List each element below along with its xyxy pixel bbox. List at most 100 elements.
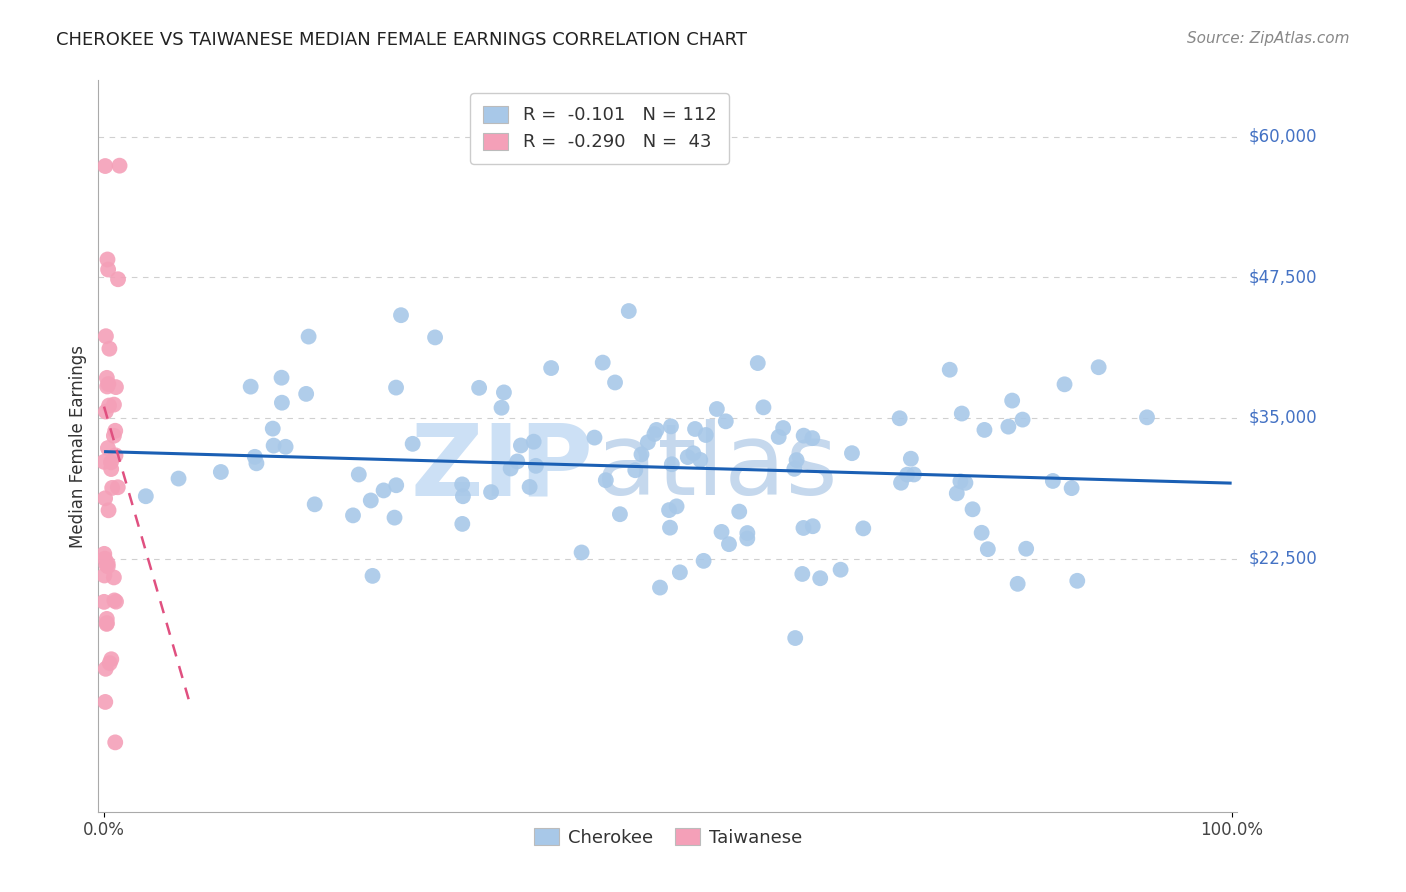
Text: $47,500: $47,500 — [1249, 268, 1317, 286]
Point — [361, 569, 384, 583]
Point — [659, 521, 682, 535]
Point — [637, 435, 659, 450]
Point — [890, 475, 912, 490]
Point — [1001, 393, 1024, 408]
Text: atlas: atlas — [596, 419, 838, 516]
Point — [94, 662, 117, 676]
Point — [96, 612, 118, 626]
Point — [1007, 577, 1029, 591]
Point — [717, 537, 740, 551]
Point — [96, 616, 118, 631]
Point — [786, 453, 808, 467]
Point — [938, 362, 960, 376]
Point — [676, 450, 699, 464]
Point — [97, 503, 120, 517]
Point — [728, 505, 751, 519]
Point — [103, 570, 125, 584]
Point — [401, 437, 423, 451]
Point — [595, 473, 617, 487]
Point — [752, 401, 775, 415]
Point — [682, 446, 704, 460]
Point — [270, 395, 292, 409]
Point — [93, 595, 115, 609]
Point — [896, 467, 918, 482]
Point — [104, 448, 127, 462]
Point — [96, 252, 118, 267]
Point — [263, 439, 285, 453]
Point — [1011, 412, 1033, 426]
Point — [714, 414, 737, 428]
Point — [101, 481, 124, 495]
Point — [768, 430, 790, 444]
Point — [665, 500, 688, 514]
Point — [107, 480, 129, 494]
Point — [801, 519, 824, 533]
Point — [841, 446, 863, 460]
Point — [96, 379, 118, 393]
Point — [689, 453, 711, 467]
Point — [97, 559, 120, 574]
Point — [695, 428, 717, 442]
Point — [468, 381, 491, 395]
Point — [103, 429, 125, 443]
Point — [1136, 410, 1159, 425]
Point — [97, 441, 120, 455]
Point — [104, 380, 127, 394]
Point — [830, 563, 852, 577]
Point — [801, 431, 824, 445]
Point — [973, 423, 995, 437]
Point — [94, 329, 117, 343]
Point — [100, 462, 122, 476]
Text: ZIP: ZIP — [411, 419, 593, 516]
Point — [100, 652, 122, 666]
Point — [735, 532, 758, 546]
Point — [270, 370, 292, 384]
Point — [100, 455, 122, 469]
Point — [603, 376, 626, 390]
Point — [648, 581, 671, 595]
Point — [509, 438, 531, 452]
Point — [96, 371, 118, 385]
Y-axis label: Median Female Earnings: Median Female Earnings — [69, 344, 87, 548]
Point — [451, 516, 474, 531]
Point — [583, 431, 606, 445]
Point — [962, 502, 984, 516]
Point — [658, 503, 681, 517]
Point — [997, 419, 1019, 434]
Point — [793, 428, 815, 442]
Point — [94, 491, 117, 506]
Point — [384, 510, 406, 524]
Point — [506, 454, 529, 468]
Point — [617, 304, 640, 318]
Point — [523, 434, 546, 449]
Point — [94, 551, 117, 566]
Point — [98, 656, 121, 670]
Point — [1060, 481, 1083, 495]
Point — [96, 558, 118, 572]
Point — [93, 455, 115, 469]
Point — [451, 489, 474, 503]
Point — [135, 489, 157, 503]
Point — [97, 557, 120, 571]
Point — [385, 478, 408, 492]
Point — [97, 262, 120, 277]
Point — [747, 356, 769, 370]
Point — [385, 381, 408, 395]
Point — [479, 485, 502, 500]
Point — [1087, 360, 1109, 375]
Point — [630, 447, 652, 461]
Point — [710, 524, 733, 539]
Point — [706, 402, 728, 417]
Point — [1042, 474, 1064, 488]
Point — [499, 461, 522, 475]
Point — [1066, 574, 1088, 588]
Point — [103, 398, 125, 412]
Point — [659, 419, 682, 434]
Point — [103, 593, 125, 607]
Point — [94, 159, 117, 173]
Point — [903, 467, 925, 482]
Point — [950, 407, 973, 421]
Point — [245, 456, 267, 470]
Legend: Cherokee, Taiwanese: Cherokee, Taiwanese — [526, 821, 810, 854]
Point — [1053, 377, 1076, 392]
